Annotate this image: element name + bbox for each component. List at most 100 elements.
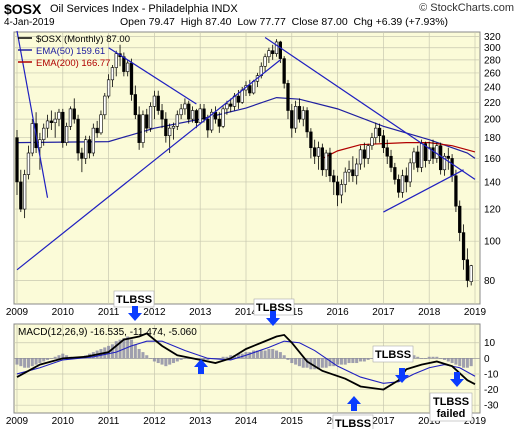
macd-histogram-bar [313,358,317,370]
candle-body [343,171,347,185]
macd-histogram-bar [332,358,336,367]
tlbss-arrow-5 [450,372,464,387]
legend-entry: EMA(50) 159.61 [36,46,105,57]
candle-body [103,95,107,116]
macd-y-tick-label: -30 [484,401,499,412]
candle [408,158,412,188]
candle [175,110,179,131]
candle-body [164,118,168,137]
price-x-tick-label: 2016 [326,307,349,318]
macd-histogram-bar [179,358,183,360]
macd-histogram-bar [336,358,340,365]
candle [347,160,351,182]
candle-body [122,56,126,72]
candle-body [87,139,92,154]
candle-body [423,143,428,161]
macd-histogram-bar [236,353,240,359]
candle [374,122,378,144]
macd-histogram-bar [263,350,267,359]
tlbss-failed-callout-text: failed [437,408,466,420]
macd-histogram-bar [229,355,233,359]
candle-body [446,155,450,159]
candle [38,132,42,170]
candle-body [297,106,302,120]
candle [84,135,88,165]
candle-body [26,152,31,175]
candle-body [95,127,99,134]
candle [355,158,359,185]
macd-histogram-bar [141,352,145,359]
macd-histogram-bar [187,358,191,359]
candle [286,79,290,120]
macd-histogram-bar [65,355,69,359]
candle-body [38,139,42,149]
candle [305,107,309,138]
candle-body [320,147,324,171]
candle-body [251,80,256,94]
candle [68,106,73,131]
tlbss-callout-3-text: TLBSS [375,349,411,361]
macd-histogram-bar [23,358,27,368]
macd-histogram-bar [290,358,294,364]
candle-body [126,62,130,72]
candle-body [301,110,305,120]
macd-histogram-bar [267,348,271,359]
macd-histogram-bar [343,358,347,365]
candle-body [366,145,370,159]
candle [404,167,408,193]
candle [332,169,336,195]
candle [49,110,53,131]
candle-body [465,259,470,281]
macd-histogram-bar [118,339,122,359]
macd-histogram-bar [183,358,187,359]
macd-histogram-bar [259,350,263,359]
macd-histogram-bar [366,358,370,360]
macd-histogram-bar [34,358,38,365]
candle-body [49,120,53,123]
candle [248,79,252,97]
candle-body [431,147,435,159]
candle [91,123,95,157]
candle [385,139,389,165]
macd-title: MACD(12,26,9) -16.535, -11.474, -5.060 [18,327,197,338]
tlbss-arrow-1 [128,306,142,321]
price-y-tick-label: 120 [484,205,501,216]
candle [22,169,27,219]
trendline [16,30,49,198]
chart-subtitle: Oil Services Index - Philadelphia INDX [50,3,238,15]
macd-histogram-bar [324,358,328,368]
candle-body [362,149,366,159]
candle [335,175,340,207]
candle-body [99,114,103,134]
candle-body [187,103,191,120]
candle-body [332,175,336,183]
price-y-tick-label: 200 [484,115,501,126]
candle-body [68,108,73,127]
candle [301,106,305,127]
candle [76,114,80,161]
candle-body [137,114,141,143]
candle-body [210,111,214,131]
candle-body [439,145,443,171]
price-y-tick-label: 220 [484,98,501,109]
candle-body [290,110,294,129]
copyright-text[interactable]: © StockCharts.com [419,2,514,14]
candle-body [400,175,405,193]
candle-body [22,174,27,210]
candle [133,85,137,120]
macd-histogram-bar [206,358,210,360]
price-x-tick-label: 2012 [143,307,166,318]
candle [293,100,298,133]
macd-histogram-bar [164,358,168,367]
macd-signal-line [16,340,476,384]
macd-histogram-bar [248,352,252,359]
candle [313,139,317,165]
candle [30,119,34,157]
candle [126,59,130,77]
macd-histogram-bar [316,358,321,370]
candle [458,200,462,242]
candle [156,90,160,115]
candle-body [305,110,309,133]
ema200-line [322,142,476,159]
candle-body [145,114,149,129]
